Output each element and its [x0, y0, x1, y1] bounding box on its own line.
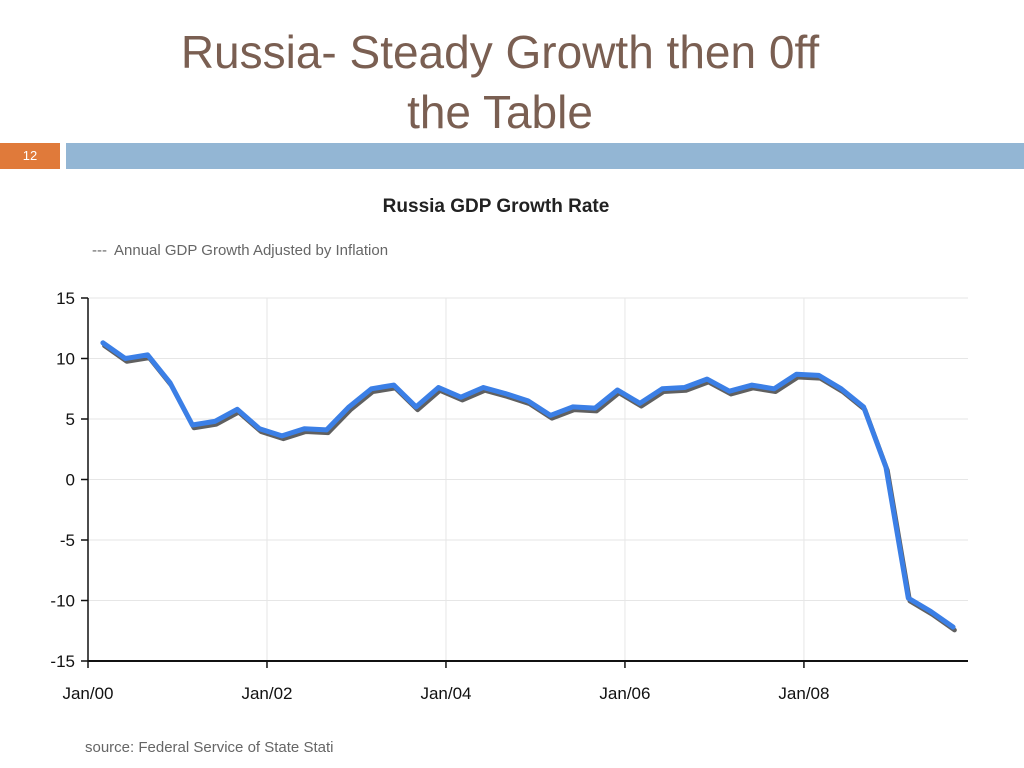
source-note: source: Federal Service of State Stati	[85, 739, 333, 756]
series-line	[100, 340, 956, 630]
series-layer	[100, 340, 957, 633]
data-point	[906, 595, 911, 601]
y-tick-label: 10	[56, 350, 75, 369]
data-point	[413, 404, 419, 410]
y-tick-label: -10	[50, 592, 75, 611]
y-tick-label: -5	[60, 531, 75, 550]
data-point	[839, 386, 844, 391]
data-point	[391, 382, 396, 388]
data-point	[235, 407, 240, 412]
data-point	[883, 465, 889, 470]
data-point	[570, 404, 575, 410]
grid	[88, 297, 968, 662]
data-point	[123, 356, 128, 361]
data-point	[525, 398, 531, 404]
x-tick-label: Jan/00	[62, 684, 113, 703]
x-tick-label: Jan/02	[241, 684, 292, 703]
chart-title: Russia GDP Growth Rate	[383, 196, 610, 217]
series-line-shadow	[102, 343, 957, 633]
y-tick-label: 5	[66, 410, 75, 429]
data-point	[302, 426, 307, 431]
data-point	[145, 352, 150, 358]
data-point	[794, 372, 799, 377]
data-point	[369, 386, 374, 391]
data-point	[861, 404, 866, 410]
data-point	[950, 624, 956, 630]
data-point	[346, 404, 352, 410]
data-point	[503, 391, 508, 396]
slide-title-line-2: the Table	[407, 86, 593, 138]
data-point	[436, 385, 441, 390]
data-point	[637, 401, 643, 406]
data-point	[928, 609, 933, 614]
data-point	[727, 389, 732, 394]
data-point	[548, 413, 553, 418]
x-tick-label: Jan/04	[420, 684, 471, 703]
y-tick-label: 15	[56, 289, 75, 308]
data-point	[167, 380, 173, 385]
legend-marker: ---	[92, 242, 107, 259]
y-tick-label: 0	[66, 471, 75, 490]
data-point	[190, 422, 195, 428]
data-point	[615, 387, 620, 393]
legend-entry: Annual GDP Growth Adjusted by Inflation	[114, 242, 388, 259]
page-number: 12	[0, 143, 60, 169]
data-point	[771, 386, 777, 391]
data-point	[279, 433, 285, 439]
data-point	[257, 426, 262, 431]
header-accent-bar	[66, 143, 1024, 169]
data-point	[704, 376, 710, 382]
x-tick-label: Jan/08	[778, 684, 829, 703]
slide-title: Russia- Steady Growth then 0ff the Table	[60, 22, 940, 142]
data-point	[816, 373, 821, 378]
slide-title-line-1: Russia- Steady Growth then 0ff	[180, 26, 820, 78]
data-point	[100, 340, 106, 345]
axes: 15 10 5 0 -5 -10 -15 Jan/00 Jan/02 Jan/04 Jan/06 Ja…	[50, 289, 968, 703]
y-tick-label: -15	[50, 652, 75, 671]
data-point	[660, 386, 665, 391]
data-point	[212, 419, 217, 424]
data-point	[324, 427, 329, 433]
data-point	[592, 405, 598, 411]
x-tick-label: Jan/06	[599, 684, 650, 703]
data-point	[749, 382, 754, 388]
data-point	[458, 395, 464, 400]
data-point	[481, 385, 486, 390]
data-point	[682, 385, 687, 390]
